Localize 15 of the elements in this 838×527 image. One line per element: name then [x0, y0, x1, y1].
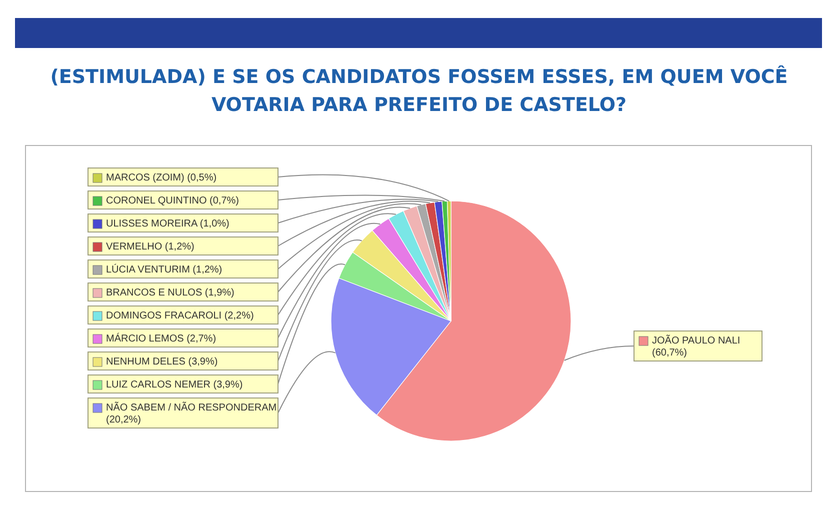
- legend-label: BRANCOS E NULOS (1,9%): [106, 288, 234, 298]
- chart-title: (ESTIMULADA) E SE OS CANDIDATOS FOSSEM ESSES, EM QUEM VOCÊ VOTARIA PARA PREFEITO DE CASTELO?: [49, 64, 789, 118]
- legend-label: MÁRCIO LEMOS (2,7%): [106, 332, 216, 344]
- legend-label: MARCOS (ZOIM) (0,5%): [106, 172, 217, 184]
- legend-label: LÚCIA VENTURIM (1,2%): [106, 264, 222, 276]
- data-label: (60,7%): [652, 348, 688, 358]
- legend-label: JOÃO PAULO NALI: [652, 334, 740, 346]
- legend-label: LUIZ CARLOS NEMER (3,9%): [106, 380, 243, 390]
- legend-label: VERMELHO (1,2%): [106, 242, 194, 252]
- legend-label: CORONEL QUINTINO (0,7%): [106, 196, 239, 206]
- legend-label: NENHUM DELES (3,9%): [106, 356, 218, 368]
- legend-label: NÃO SABEM / NÃO RESPONDERAM: [106, 402, 277, 414]
- legend-label: DOMINGOS FRACAROLI (2,2%): [106, 310, 254, 322]
- legend-label: ULISSES MOREIRA (1,0%): [106, 218, 230, 230]
- data-label: (20,2%): [106, 414, 142, 426]
